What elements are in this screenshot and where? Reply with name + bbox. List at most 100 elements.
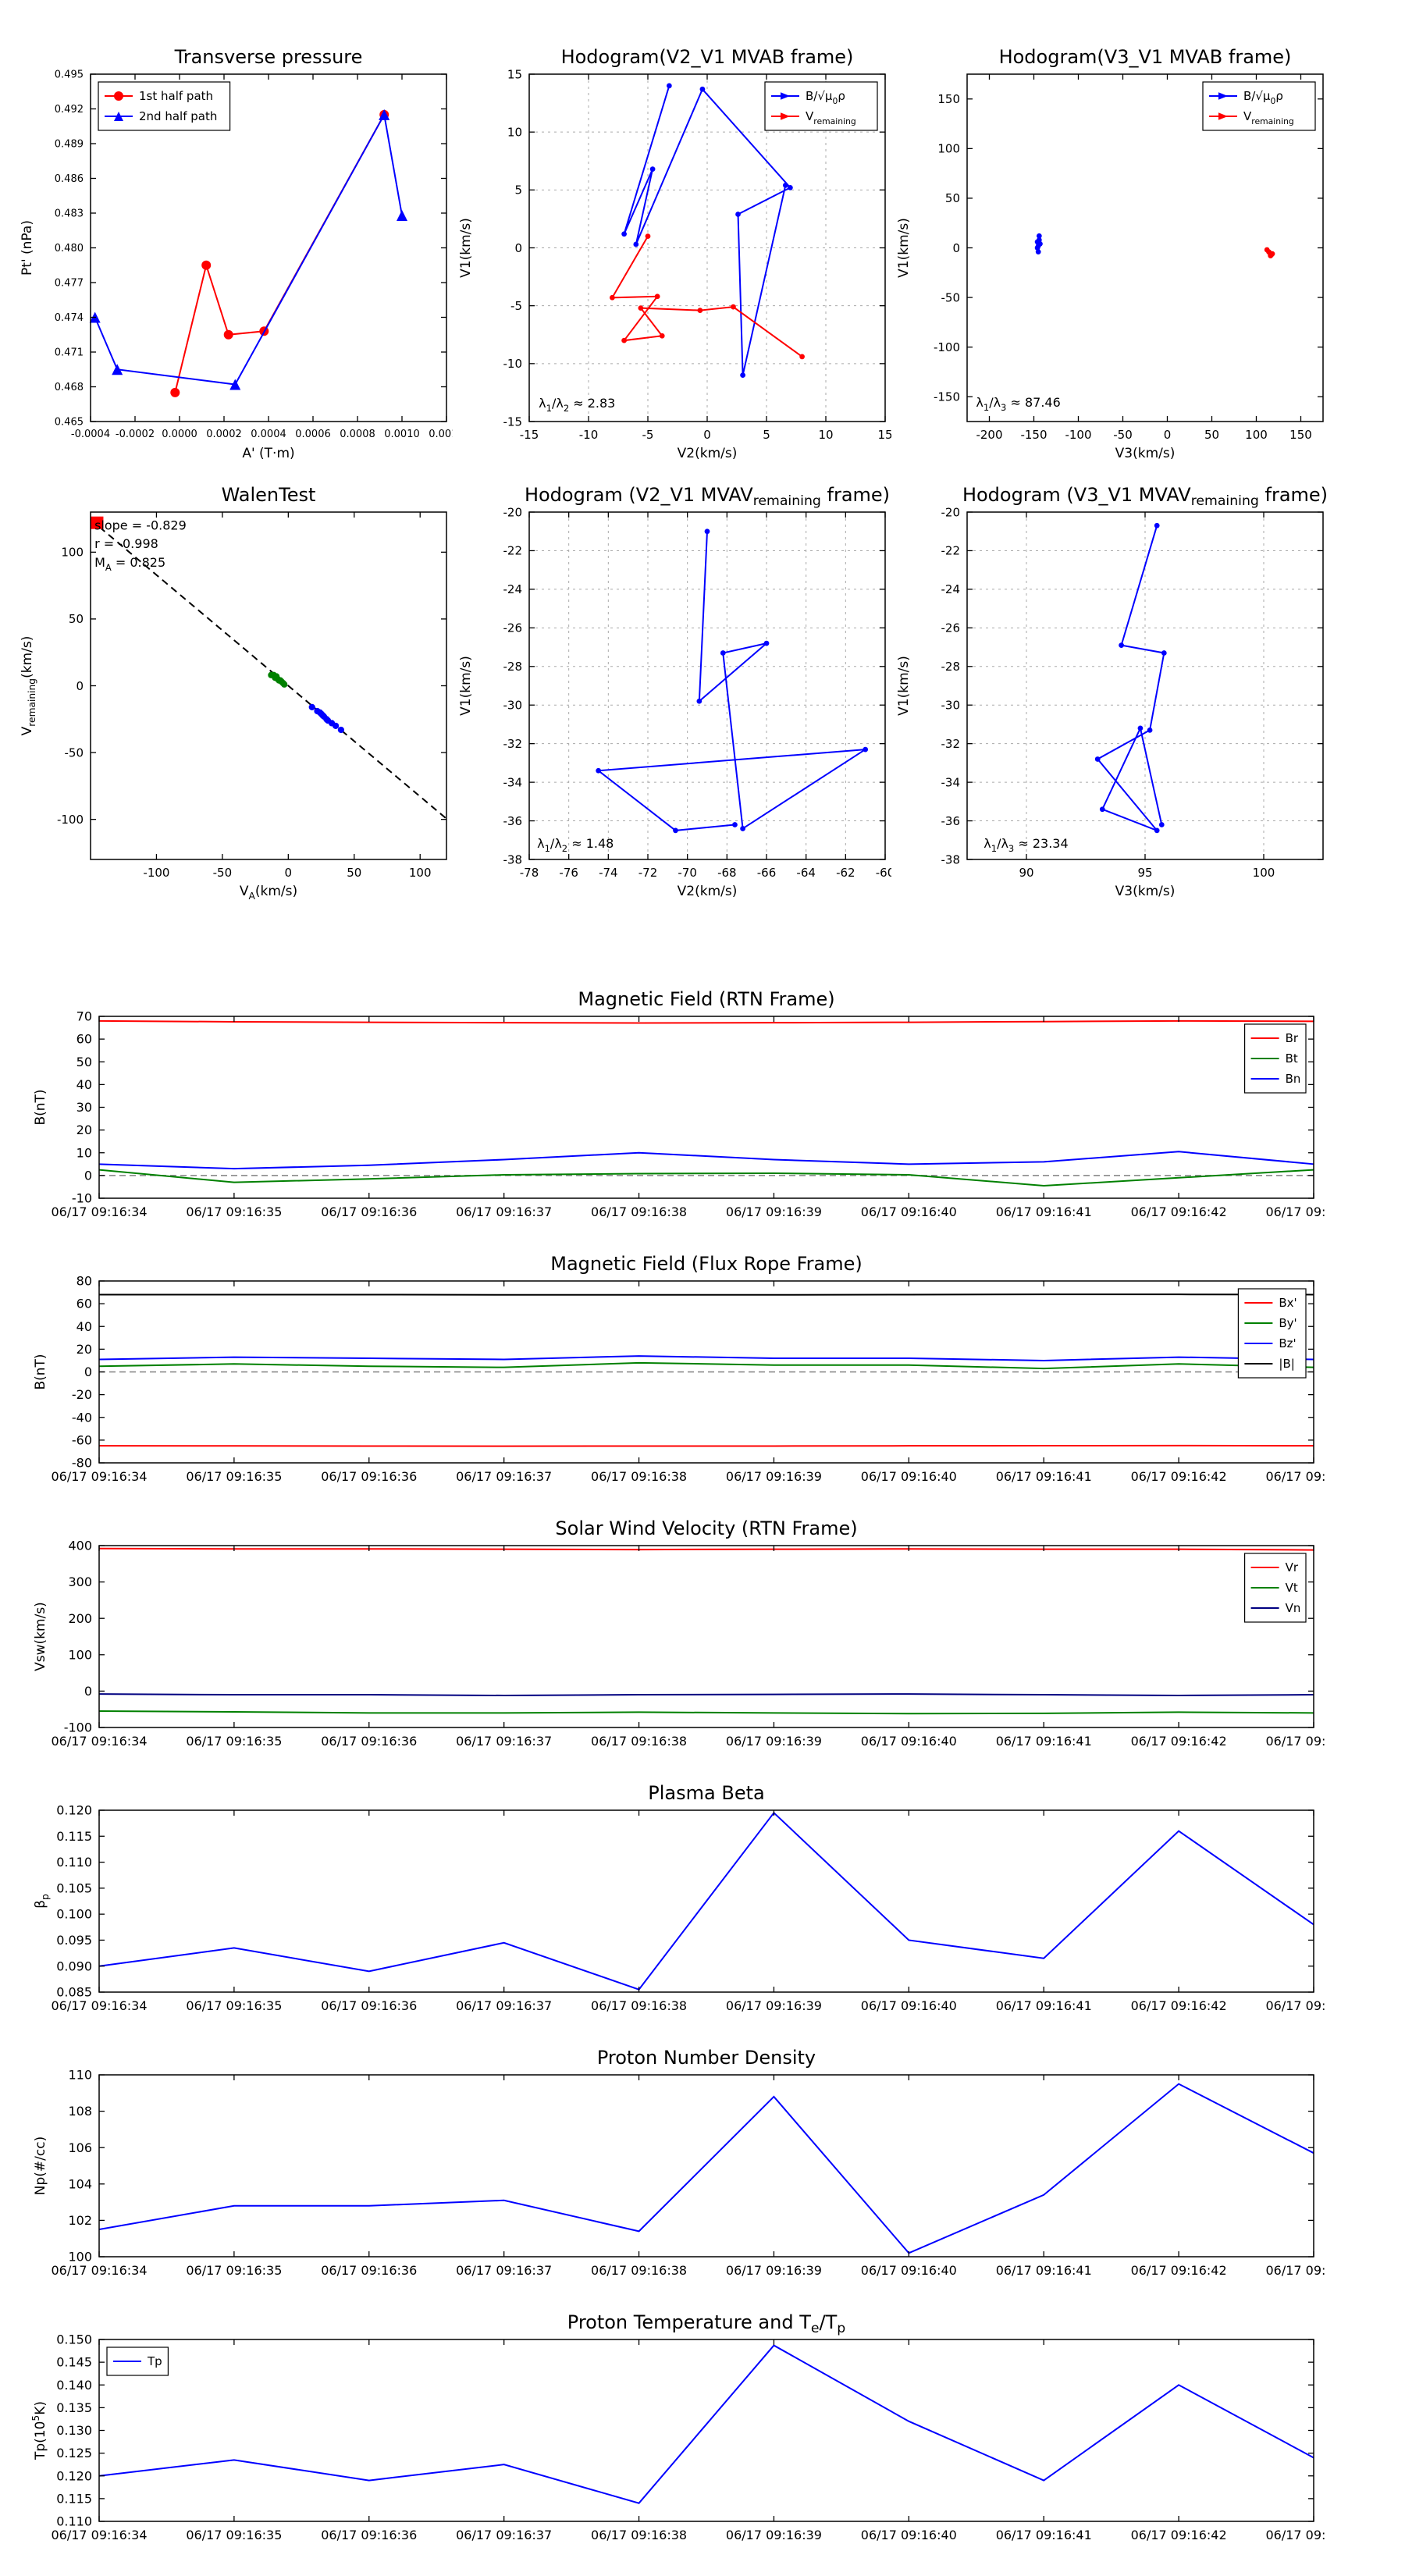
x-tick-label: 100 — [409, 866, 432, 880]
axes-frame — [98, 1545, 1314, 1728]
y-tick-label: 0.486 — [55, 173, 84, 185]
marker-triangle — [379, 109, 390, 120]
y-tick-label: -100 — [57, 813, 84, 827]
y-tick-label: -40 — [72, 1410, 92, 1425]
x-tick-label: -68 — [717, 866, 737, 880]
y-tick-label: 20 — [76, 1123, 92, 1137]
series-Bz-prime — [98, 1355, 1314, 1361]
chart-hodogram-v3v1-mvav: 90 95 100 -38 -36 -34 -32 -30 -28 -26 -24 -22 -20Hod… — [896, 484, 1328, 899]
marker-circle — [170, 387, 180, 397]
marker-triangle — [229, 379, 241, 390]
series-Np — [98, 2083, 1314, 2254]
x-tick-label: 0 — [1164, 428, 1172, 442]
marker-dot — [654, 294, 660, 300]
series-first-half-cluster — [268, 671, 288, 688]
y-tick-label: 0.120 — [56, 1803, 92, 1818]
x-axis-label: V2(km/s) — [678, 884, 738, 899]
x-tick-label: 06/17 09:16:38 — [591, 1469, 687, 1484]
x-tick-label: -200 — [976, 428, 1002, 442]
y-tick-label: -100 — [64, 1720, 92, 1735]
series-By-prime — [98, 1361, 1314, 1370]
y-tick-label: 50 — [69, 612, 84, 626]
y-tick-label: 10 — [76, 1145, 92, 1160]
x-tick-label: 06/17 09:16:39 — [726, 1998, 822, 2013]
marker-dot — [731, 304, 736, 310]
x-tick-label: -10 — [579, 428, 599, 442]
series-first-point — [91, 516, 104, 529]
x-tick-label: -64 — [796, 866, 816, 880]
y-tick-label: -22 — [503, 544, 523, 558]
panel-walen-test: -100 -50 0 50 100 -100 -50 0 50 100 WalenTest VA(km… — [16, 461, 453, 902]
x-tick-label: -150 — [1020, 428, 1047, 442]
y-tick-label: -20 — [941, 505, 961, 519]
x-tick-label: 06/17 09:16:35 — [186, 1204, 282, 1219]
y-tick-label: 0.477 — [55, 278, 84, 290]
chart-title: Hodogram(V2_V1 MVAB frame) — [561, 46, 854, 68]
x-tick-label: -5 — [642, 428, 654, 442]
series-beta-p — [98, 1811, 1314, 1991]
series-Vn — [98, 1693, 1314, 1696]
axis-ticks — [967, 511, 1323, 860]
y-tick-label: 0.130 — [56, 2423, 92, 2438]
marker-dot — [633, 241, 639, 247]
x-tick-label: 06/17 09:16:38 — [591, 1998, 687, 2013]
x-tick-label: -50 — [1113, 428, 1133, 442]
marker-dot — [782, 183, 788, 188]
y-axis-label: B(nT) — [33, 1089, 48, 1125]
marker-dot — [1036, 237, 1042, 243]
y-tick-label: 100 — [937, 142, 960, 156]
x-tick-label: 06/17 09:16:38 — [591, 1204, 687, 1219]
y-tick-label: -15 — [503, 415, 523, 429]
panel-hodogram-v2v1-mvav: -78 -76 -74 -72 -70 -68 -66 -64 -62 -60 -38 -36 -34 -… — [454, 461, 895, 900]
axis-ticks — [528, 511, 886, 860]
legend-label: Bz' — [1279, 1336, 1296, 1350]
chart-proton-temperature: 06/17 09:16:34 06/17 09:16:35 06/17 09:16:… — [30, 2311, 1362, 2542]
x-tick-label: 06/17 09:16:42 — [1131, 1469, 1227, 1484]
chart-hodogram-v2v1-mvav: -78 -76 -74 -72 -70 -68 -66 -64 -62 -60 -38 -36 -34 -… — [458, 484, 895, 899]
y-tick-label: 0.125 — [56, 2446, 92, 2460]
legend-label: 1st half path — [139, 89, 213, 103]
y-tick-label: -30 — [503, 698, 523, 712]
marker-arrow — [781, 112, 790, 120]
marker-dot — [649, 166, 656, 173]
axis-ticks — [98, 1280, 1314, 1464]
marker-dot — [863, 746, 869, 753]
marker-dot — [732, 822, 738, 827]
series-v-remaining-cluster — [1264, 247, 1275, 259]
x-tick-label: 06/17 09:16:34 — [51, 1469, 147, 1484]
annotation: λ1/λ3 ≈ 23.34 — [984, 836, 1068, 854]
x-tick-label: 06/17 09:16:36 — [321, 1734, 417, 1749]
x-axis-label: VA(km/s) — [240, 884, 297, 900]
legend: Tp — [106, 2347, 169, 2376]
panel-magnetic-field-rtn: 06/17 09:16:34 06/17 09:16:35 06/17 09:16:… — [21, 985, 1362, 1231]
chart-magnetic-field-flux-rope: 06/17 09:16:34 06/17 09:16:35 06/17 09:16:… — [33, 1253, 1362, 1484]
y-tick-label: 0.465 — [55, 417, 84, 429]
legend-label: |B| — [1279, 1357, 1294, 1371]
y-tick-label: 300 — [68, 1574, 92, 1589]
y-axis-label: V1(km/s) — [458, 218, 474, 278]
marker-dot — [323, 716, 330, 723]
legend-label: B/√μ0ρ — [1243, 89, 1283, 106]
y-axis-label: V1(km/s) — [458, 656, 474, 716]
chart-title: Magnetic Field (Flux Rope Frame) — [550, 1253, 862, 1275]
marker-triangle — [397, 209, 407, 221]
x-tick-label: 06/17 09:16:39 — [726, 2528, 822, 2542]
series-Vr — [98, 1547, 1314, 1551]
x-tick-label: 06/17 09:16:43 — [1265, 1204, 1325, 1219]
x-tick-label: 06/17 09:16:41 — [996, 2528, 1092, 2542]
x-tick-label: 06/17 09:16:41 — [996, 1734, 1092, 1749]
x-tick-label: -100 — [1065, 428, 1091, 442]
marker-dot — [1035, 249, 1041, 254]
y-tick-label: -34 — [941, 775, 961, 789]
x-axis-label: A' (T·m) — [242, 446, 294, 461]
x-tick-label: 06/17 09:16:38 — [591, 2528, 687, 2542]
y-axis-label: Vremaining(km/s) — [20, 636, 37, 736]
y-tick-label: -30 — [941, 698, 961, 712]
panel-proton-density: 06/17 09:16:34 06/17 09:16:35 06/17 09:16:… — [21, 2044, 1362, 2290]
marker-dot — [1147, 727, 1153, 733]
x-tick-label: 5 — [763, 428, 770, 442]
marker-circle — [223, 329, 233, 340]
x-tick-label: 06/17 09:16:34 — [51, 1204, 147, 1219]
y-tick-label: 0 — [76, 679, 84, 693]
x-tick-label: 06/17 09:16:37 — [456, 1204, 552, 1219]
